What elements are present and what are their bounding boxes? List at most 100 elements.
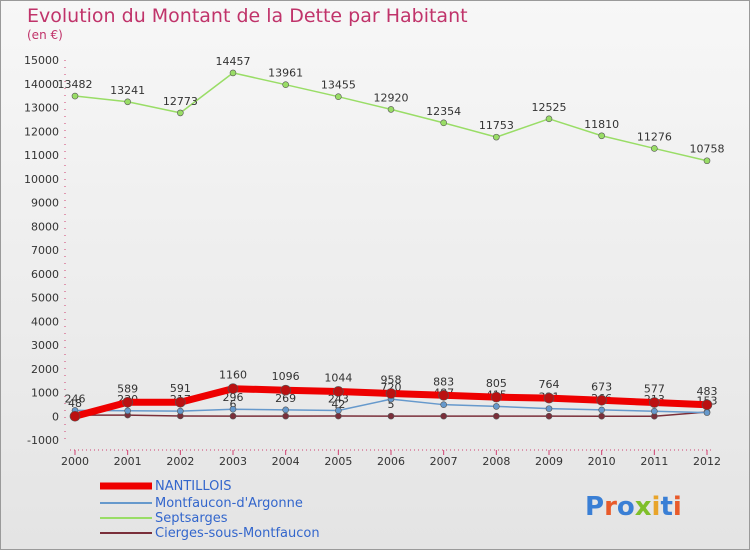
data-point [71, 92, 79, 100]
y-tick-label: 11000 [24, 149, 59, 162]
y-tick-label: 8000 [31, 220, 59, 233]
data-label: 13482 [58, 78, 93, 91]
data-label: 958 [381, 373, 402, 386]
data-point [651, 145, 658, 152]
data-point [229, 405, 237, 413]
data-point [177, 407, 184, 415]
plot-area: 13482 13241 12773 14457 13961 13455 12920 12354… [58, 55, 725, 422]
data-point [280, 384, 291, 396]
data-point [596, 394, 607, 406]
y-tick-label: 1000 [31, 387, 59, 400]
chart-subtitle: (en €) [27, 28, 63, 42]
data-point [440, 412, 447, 420]
data-label: 577 [644, 383, 665, 396]
data-label: 12354 [426, 105, 461, 118]
data-point [282, 81, 289, 88]
data-label: 805 [486, 377, 507, 390]
axes: -1000 0 1000 2000 3000 4000 5000 6000 7000 8000 90… [24, 54, 721, 468]
y-tick-label: 5000 [31, 292, 59, 305]
logo-letter-p: P [585, 492, 604, 522]
data-label: 13455 [321, 79, 356, 92]
series-septsarges: 13482 13241 12773 14457 13961 13455 12920 12354… [58, 55, 725, 165]
chart-title: Evolution du Montant de la Dette par Hab… [27, 5, 468, 27]
data-point [177, 109, 184, 117]
data-point [703, 157, 711, 165]
data-point [440, 119, 447, 127]
x-tick-label: 2005 [324, 455, 352, 468]
y-tick-label: 12000 [24, 125, 59, 138]
series-nantillois: 589 591 1160 1096 1044 958 883 805 764 673 577 483 [69, 369, 718, 422]
y-tick-label: 14000 [24, 78, 59, 91]
data-point [703, 409, 711, 416]
logo-letter-i2: i [673, 492, 682, 522]
data-point [333, 386, 344, 397]
data-point [335, 412, 342, 420]
x-tick-label: 2011 [640, 455, 668, 468]
data-label: 42 [331, 398, 345, 411]
data-point [598, 132, 605, 140]
data-label: 11810 [584, 118, 619, 131]
data-label: 6 [230, 398, 237, 411]
y-tick-label: -1000 [27, 434, 59, 447]
series-montfaucon-d-argonne: 246230217296269243720487415321266213153 [65, 381, 718, 416]
data-point [282, 406, 289, 414]
data-point [651, 407, 658, 415]
x-tick-label: 2000 [61, 455, 89, 468]
logo-letter-x: x [635, 492, 652, 522]
data-point [598, 406, 605, 414]
x-tick-label: 2010 [588, 455, 616, 468]
data-label: 11753 [479, 119, 514, 132]
legend-label: Septsarges [155, 511, 228, 526]
data-point [491, 391, 502, 403]
data-label: 764 [539, 378, 560, 391]
x-tick-label: 2009 [535, 455, 563, 468]
data-point [649, 397, 660, 408]
data-point [229, 412, 237, 420]
y-tick-label: 2000 [31, 363, 59, 376]
data-point [335, 407, 342, 414]
data-point [545, 412, 553, 420]
data-label: 591 [170, 382, 191, 395]
data-point [598, 412, 605, 420]
data-label: 10758 [690, 143, 725, 156]
x-tick-label: 2002 [166, 455, 194, 468]
y-tick-label: 4000 [31, 315, 59, 328]
data-point [229, 69, 237, 77]
data-label: 5 [388, 398, 395, 411]
data-point [438, 389, 449, 401]
data-label: 13961 [268, 67, 303, 80]
data-label: 1044 [324, 371, 352, 384]
data-label: 673 [591, 380, 612, 393]
y-tick-label: 7000 [31, 244, 59, 257]
y-tick-label: 10000 [24, 173, 59, 186]
y-tick-label: 6000 [31, 268, 59, 281]
y-tick-label: 0 [52, 410, 59, 423]
x-tick-label: 2012 [693, 455, 721, 468]
data-point [493, 133, 500, 141]
x-tick-label: 2003 [219, 455, 247, 468]
data-point [440, 401, 447, 408]
data-label: 12920 [374, 91, 409, 104]
data-point [124, 98, 131, 106]
logo-letter-t: t [660, 492, 672, 522]
data-point [701, 399, 713, 411]
data-label: 12525 [532, 101, 567, 114]
data-label: 243 [328, 392, 349, 405]
svg-text:Proxiti: Proxiti [585, 492, 682, 522]
y-tick-label: 3000 [31, 339, 59, 352]
data-point [124, 407, 131, 415]
legend-label: Montfaucon-d'Argonne [155, 496, 303, 511]
data-point [387, 106, 395, 113]
x-tick-label: 2006 [377, 455, 405, 468]
data-point [335, 93, 342, 100]
logo-letter-r: r [604, 492, 617, 522]
data-label: 483 [697, 385, 718, 398]
data-label: 12773 [163, 95, 198, 108]
data-label: 589 [117, 382, 138, 395]
data-point [493, 403, 500, 410]
x-tick-label: 2001 [114, 455, 142, 468]
data-label: 11276 [637, 130, 672, 143]
x-tick-label: 2008 [482, 455, 510, 468]
legend-label: NANTILLOIS [155, 479, 231, 494]
data-point [175, 396, 186, 408]
